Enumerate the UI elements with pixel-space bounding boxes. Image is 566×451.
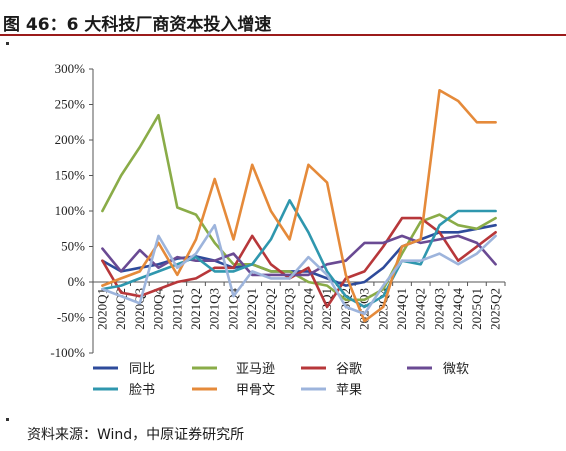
x-tick-label: 2025Q2 bbox=[488, 288, 503, 330]
y-tick-label: 150% bbox=[55, 168, 86, 183]
legend-label: 甲骨文 bbox=[236, 383, 275, 398]
x-tick-label: 2024Q3 bbox=[431, 288, 446, 330]
y-tick-label: 200% bbox=[55, 132, 86, 147]
legend-label: 亚马逊 bbox=[236, 362, 275, 377]
y-tick-label: 100% bbox=[55, 203, 86, 218]
x-tick-label: 2021Q1 bbox=[169, 288, 184, 330]
x-tick-label: 2020Q1 bbox=[94, 288, 109, 330]
series-line bbox=[101, 199, 497, 309]
series-line bbox=[101, 216, 497, 309]
x-tick-label: 2024Q1 bbox=[394, 288, 409, 330]
bullet-bottom bbox=[6, 418, 9, 421]
bullet-top bbox=[6, 42, 9, 45]
x-tick-label: 2020Q4 bbox=[151, 288, 166, 330]
y-tick-label: -100% bbox=[50, 345, 85, 360]
series-line bbox=[101, 234, 497, 277]
series-line bbox=[101, 223, 497, 316]
series-line bbox=[101, 113, 497, 302]
x-tick-label: 2022Q3 bbox=[282, 288, 297, 330]
legend-label: 谷歌 bbox=[336, 362, 362, 377]
legend-label: 苹果 bbox=[336, 383, 362, 398]
x-tick-label: 2024Q4 bbox=[450, 288, 465, 330]
series-line bbox=[101, 89, 497, 323]
title-rule bbox=[0, 34, 566, 36]
legend-label: 脸书 bbox=[129, 383, 155, 398]
x-tick-label: 2021Q4 bbox=[225, 288, 240, 330]
figure-title: 图 46：6 大科技厂商资本投入增速 bbox=[3, 15, 272, 35]
line-chart: -100% -50% 0% 50% 100% 150% 200% 250% 300% 2020Q1… bbox=[50, 61, 506, 398]
y-tick-label: 300% bbox=[55, 61, 86, 76]
x-tick-label: 2025Q1 bbox=[469, 288, 484, 330]
chart-series bbox=[101, 89, 497, 323]
x-tick-label: 2021Q3 bbox=[207, 288, 222, 330]
legend-label: 同比 bbox=[129, 362, 155, 377]
y-tick-label: 250% bbox=[55, 97, 86, 112]
y-tick-label: -50% bbox=[57, 310, 85, 325]
legend-label: 微软 bbox=[443, 362, 469, 377]
chart-axes: -100% -50% 0% 50% 100% 150% 200% 250% 300% 2020Q1… bbox=[50, 61, 506, 360]
source-note: 资料来源：Wind，中原证券研究所 bbox=[27, 427, 245, 443]
x-tick-label: 2022Q2 bbox=[263, 288, 278, 330]
x-tick-label: 2024Q2 bbox=[413, 288, 428, 330]
x-tick-label: 2022Q1 bbox=[244, 288, 259, 330]
x-tick-label: 2021Q2 bbox=[188, 288, 203, 330]
x-tick-label: 2020Q3 bbox=[132, 288, 147, 330]
y-tick-label: 50% bbox=[61, 239, 85, 254]
x-tick-label: 2022Q4 bbox=[300, 288, 315, 330]
y-tick-label: 0% bbox=[68, 274, 86, 289]
